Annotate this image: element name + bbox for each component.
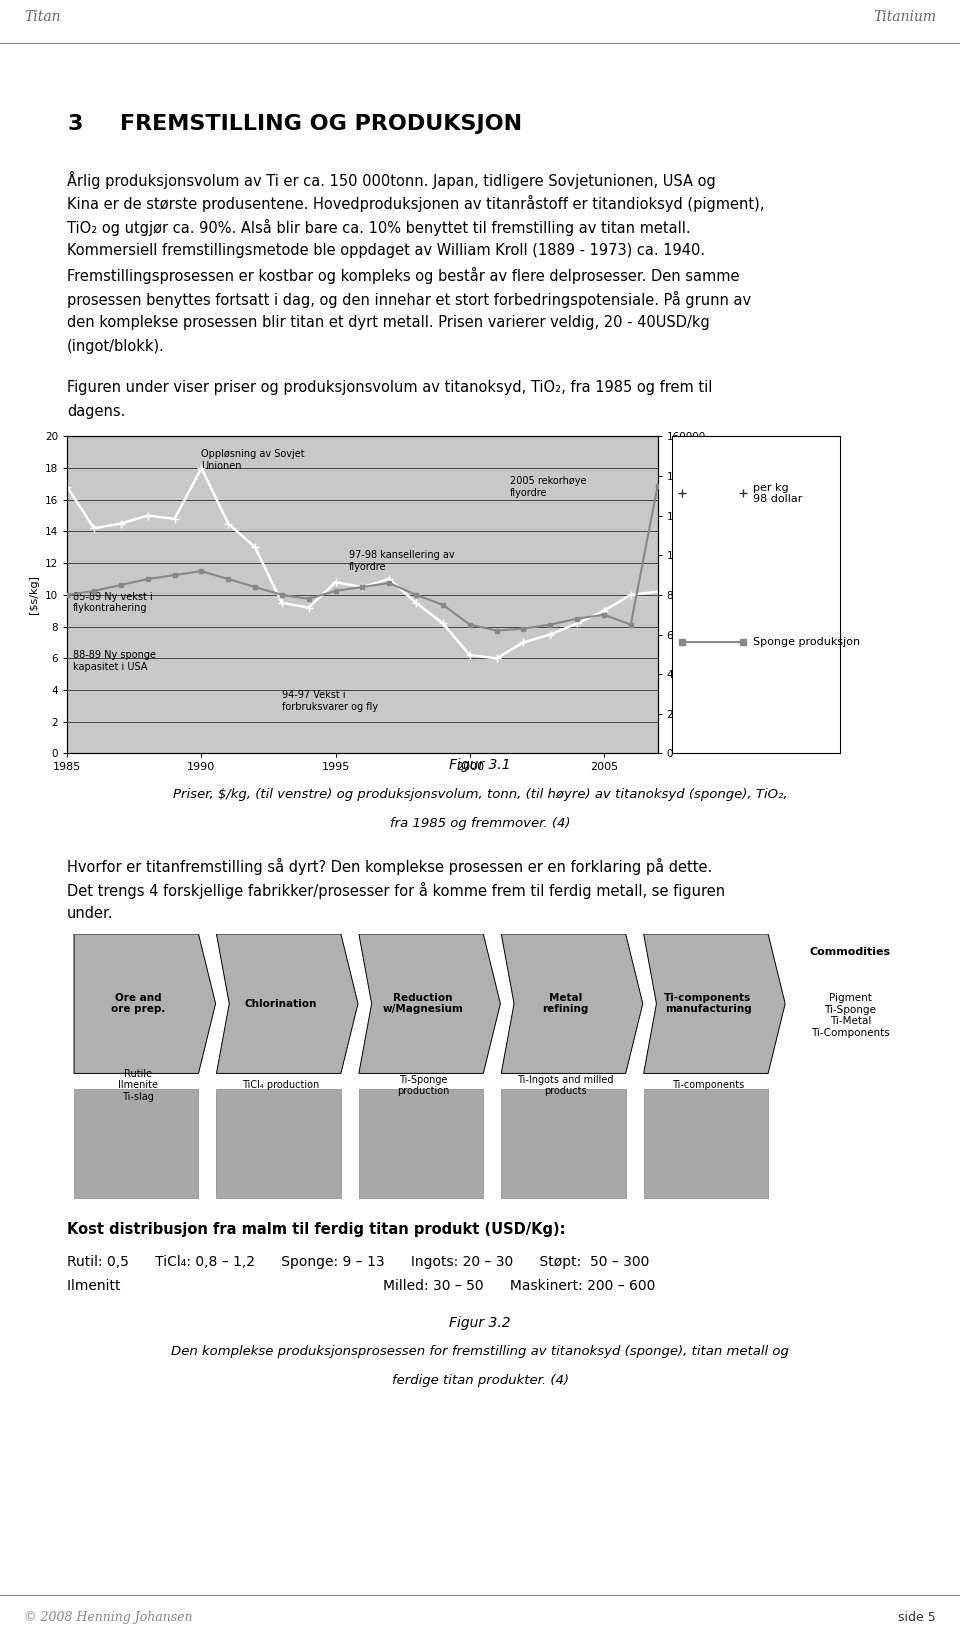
Text: Ore and
ore prep.: Ore and ore prep. <box>111 993 165 1015</box>
Text: Årlig produksjonsvolum av Ti er ca. 150 000tonn. Japan, tidligere Sovjetunionen,: Årlig produksjonsvolum av Ti er ca. 150 … <box>67 171 716 189</box>
Text: (ingot/blokk).: (ingot/blokk). <box>67 340 165 354</box>
Text: Kommersiell fremstillingsmetode ble oppdaget av William Kroll (1889 - 1973) ca. : Kommersiell fremstillingsmetode ble oppd… <box>67 242 706 259</box>
Text: Pigment
Ti-Sponge
Ti-Metal
Ti-Components: Pigment Ti-Sponge Ti-Metal Ti-Components <box>811 993 890 1037</box>
Text: side 5: side 5 <box>899 1611 936 1623</box>
Text: Chlorination: Chlorination <box>245 998 317 1008</box>
Text: Ti-components
manufacturing: Ti-components manufacturing <box>664 993 752 1015</box>
Text: 88-89 Ny sponge
kapasitet i USA: 88-89 Ny sponge kapasitet i USA <box>73 650 156 672</box>
Text: Hvorfor er titanfremstilling så dyrt? Den komplekse prosessen er en forklaring p: Hvorfor er titanfremstilling så dyrt? De… <box>67 857 712 875</box>
Bar <box>216 1089 341 1198</box>
Text: Figuren under viser priser og produksjonsvolum av titanoksyd, TiO₂, fra 1985 og : Figuren under viser priser og produksjon… <box>67 380 712 395</box>
Text: prosessen benyttes fortsatt i dag, og den innehar et stort forbedringspotensiale: prosessen benyttes fortsatt i dag, og de… <box>67 291 752 307</box>
Text: Reduction
w/Magnesium: Reduction w/Magnesium <box>383 993 464 1015</box>
Text: 94-97 Vekst i
forbruksvarer og fly: 94-97 Vekst i forbruksvarer og fly <box>282 689 378 712</box>
Text: Den komplekse produksjonsprosessen for fremstilling av titanoksyd (sponge), tita: Den komplekse produksjonsprosessen for f… <box>171 1345 789 1358</box>
Text: 97-98 kansellering av
flyordre: 97-98 kansellering av flyordre <box>349 551 455 572</box>
Text: per kg
98 dollar: per kg 98 dollar <box>753 483 802 504</box>
Text: Ti-Ingots and milled
products: Ti-Ingots and milled products <box>517 1075 613 1096</box>
Polygon shape <box>216 933 358 1073</box>
Text: © 2008 Henning Johansen: © 2008 Henning Johansen <box>24 1611 193 1623</box>
Text: 85-89 Ny vekst i
flykontrahering: 85-89 Ny vekst i flykontrahering <box>73 592 153 613</box>
Text: fra 1985 og fremmover. (4): fra 1985 og fremmover. (4) <box>390 816 570 829</box>
Text: Figur 3.1: Figur 3.1 <box>449 758 511 772</box>
Text: Rutil: 0,5      TiCl₄: 0,8 – 1,2      Sponge: 9 – 13      Ingots: 20 – 30      S: Rutil: 0,5 TiCl₄: 0,8 – 1,2 Sponge: 9 – … <box>67 1255 650 1270</box>
Text: Priser, $/kg, (til venstre) og produksjonsvolum, tonn, (til høyre) av titanoksyd: Priser, $/kg, (til venstre) og produksjo… <box>173 787 787 800</box>
Text: 3: 3 <box>67 114 83 133</box>
Bar <box>643 1089 768 1198</box>
Text: ferdige titan produkter. (4): ferdige titan produkter. (4) <box>392 1374 568 1387</box>
Text: Titan: Titan <box>24 10 60 23</box>
Text: 2005 rekorhøye
flyordre: 2005 rekorhøye flyordre <box>510 476 587 498</box>
Text: Kost distribusjon fra malm til ferdig titan produkt (USD/Kg):: Kost distribusjon fra malm til ferdig ti… <box>67 1221 565 1237</box>
Text: TiO₂ og utgjør ca. 90%. Alså blir bare ca. 10% benyttet til fremstilling av tita: TiO₂ og utgjør ca. 90%. Alså blir bare c… <box>67 220 691 236</box>
Bar <box>359 1089 483 1198</box>
Text: Ti-components: Ti-components <box>672 1081 744 1091</box>
Text: den komplekse prosessen blir titan et dyrt metall. Prisen varierer veldig, 20 - : den komplekse prosessen blir titan et dy… <box>67 315 710 330</box>
Polygon shape <box>359 933 500 1073</box>
Text: Fremstillingsprosessen er kostbar og kompleks og består av flere delprosesser. D: Fremstillingsprosessen er kostbar og kom… <box>67 267 740 285</box>
Polygon shape <box>643 933 785 1073</box>
Polygon shape <box>501 933 643 1073</box>
Text: Oppløsning av Sovjet
Unionen: Oppløsning av Sovjet Unionen <box>202 449 305 470</box>
Text: Titanium: Titanium <box>873 10 936 23</box>
Bar <box>74 1089 199 1198</box>
Bar <box>501 1089 626 1198</box>
Polygon shape <box>74 933 216 1073</box>
Text: Commodities: Commodities <box>810 948 891 958</box>
Text: TiCl₄ production: TiCl₄ production <box>242 1081 320 1091</box>
Y-axis label: [tonn]: [tonn] <box>711 577 721 611</box>
Text: Ilmenitt                                                            Milled: 30 –: Ilmenitt Milled: 30 – <box>67 1280 656 1293</box>
Text: Rutile
Ilmenite
Ti-slag: Rutile Ilmenite Ti-slag <box>118 1068 158 1102</box>
Text: FREMSTILLING OG PRODUKSJON: FREMSTILLING OG PRODUKSJON <box>120 114 522 133</box>
Text: Kina er de største produsentene. Hovedproduksjonen av titanråstoff er titandioks: Kina er de største produsentene. Hovedpr… <box>67 195 764 211</box>
Text: Det trengs 4 forskjellige fabrikker/prosesser for å komme frem til ferdig metall: Det trengs 4 forskjellige fabrikker/pros… <box>67 881 726 899</box>
Text: dagens.: dagens. <box>67 405 126 420</box>
Text: Sponge produksjon: Sponge produksjon <box>753 637 860 647</box>
Text: Metal
refining: Metal refining <box>542 993 588 1015</box>
Text: under.: under. <box>67 906 113 920</box>
Y-axis label: [$s/kg]: [$s/kg] <box>30 576 39 615</box>
Text: Ti-Sponge
production: Ti-Sponge production <box>397 1075 449 1096</box>
Text: Figur 3.2: Figur 3.2 <box>449 1315 511 1330</box>
